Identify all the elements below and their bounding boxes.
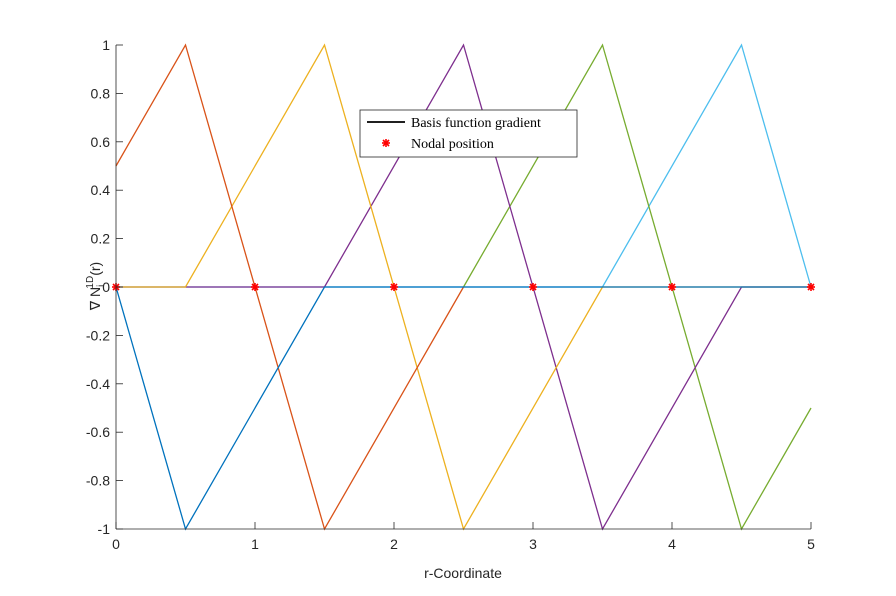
nodal-point-3	[529, 283, 537, 291]
nodal-point-1	[251, 283, 259, 291]
nodal-point-2	[390, 283, 398, 291]
y-tick-label-1: -0.8	[86, 473, 110, 489]
legend-box	[359, 109, 578, 158]
nodal-point-4	[668, 283, 676, 291]
x-tick-label-5: 5	[807, 536, 815, 552]
legend-label-nodal: Nodal position	[411, 137, 494, 152]
x-tick-label-2: 2	[390, 536, 398, 552]
y-tick-label-6: 0.2	[91, 231, 111, 247]
y-tick-label-4: -0.2	[86, 327, 110, 343]
y-axis-label: ∇ Ni1D(r)	[85, 262, 107, 311]
y-axis-label-suffix: (r)	[87, 262, 103, 276]
x-axis-label: r-Coordinate	[424, 565, 502, 581]
y-tick-label-3: -0.4	[86, 376, 110, 392]
legend-label-gradient: Basis function gradient	[411, 116, 541, 131]
y-tick-label-9: 0.8	[91, 85, 111, 101]
legend: Basis function gradient Nodal position	[359, 109, 578, 158]
y-axis-label-sub: i	[96, 285, 107, 287]
y-tick-label-7: 0.4	[91, 182, 111, 198]
series-line-1	[115, 286, 811, 531]
y-tick-label-2: -0.6	[86, 424, 110, 440]
x-tick-label-4: 4	[668, 536, 676, 552]
nodal-point-5	[807, 283, 815, 291]
y-tick-label-10: 1	[102, 37, 110, 53]
y-tick-label-0: -1	[98, 521, 111, 537]
nodes-layer	[112, 283, 815, 291]
y-tick-label-8: 0.6	[91, 134, 111, 150]
x-tick-label-1: 1	[251, 536, 259, 552]
ticks-layer: 0 1 2 3 4 5 -1 -0.8 -0.6 -0.4 -0.2 0 0.2 0.4 0.6 0.8 1	[86, 37, 815, 552]
legend-asterisk-swatch	[382, 139, 390, 147]
y-tick-label-5: 0	[102, 279, 110, 295]
y-axis-label-sup: 1D	[85, 276, 96, 289]
x-tick-label-0: 0	[112, 536, 120, 552]
y-axis-label-prefix: ∇ N	[87, 287, 103, 311]
x-tick-label-3: 3	[529, 536, 537, 552]
